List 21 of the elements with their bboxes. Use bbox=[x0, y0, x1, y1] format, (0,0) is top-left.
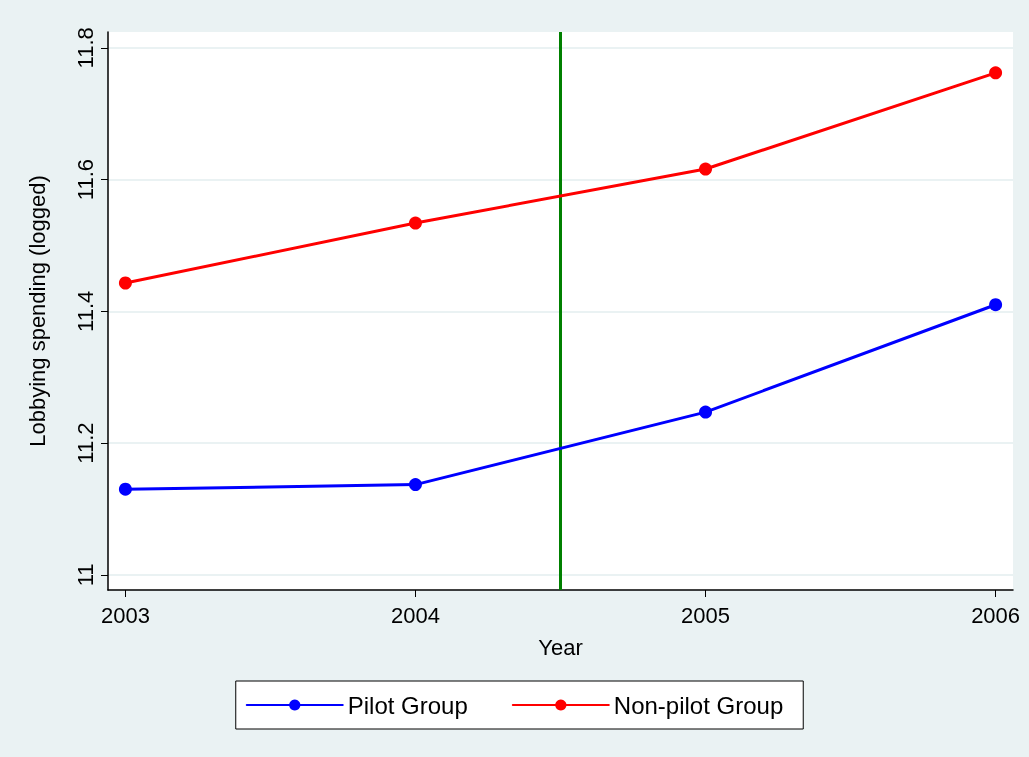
point bbox=[118, 276, 132, 290]
point bbox=[989, 66, 1003, 80]
y-tick-label: 11.4 bbox=[72, 290, 98, 332]
x-tick-label: 2004 bbox=[390, 602, 440, 628]
y-axis-title: Lobbying spending (logged) bbox=[24, 175, 50, 447]
y-tick-label: 11.2 bbox=[72, 422, 98, 464]
y-tick-label: 11.6 bbox=[72, 158, 98, 201]
y-tick-label: 11.8 bbox=[72, 27, 98, 69]
point bbox=[989, 298, 1003, 312]
point bbox=[408, 216, 422, 230]
x-axis-title: Year bbox=[538, 634, 583, 660]
x-tick-label: 2003 bbox=[100, 602, 150, 628]
x-tick-label: 2005 bbox=[681, 602, 731, 628]
point bbox=[118, 482, 132, 496]
legend-label: Pilot Group bbox=[347, 691, 468, 719]
point bbox=[699, 162, 713, 176]
x-tick-label: 2006 bbox=[971, 602, 1021, 628]
point bbox=[699, 405, 713, 419]
y-tick-label: 11 bbox=[72, 563, 98, 587]
point bbox=[408, 478, 422, 492]
legend-label: Non-pilot Group bbox=[613, 691, 784, 719]
